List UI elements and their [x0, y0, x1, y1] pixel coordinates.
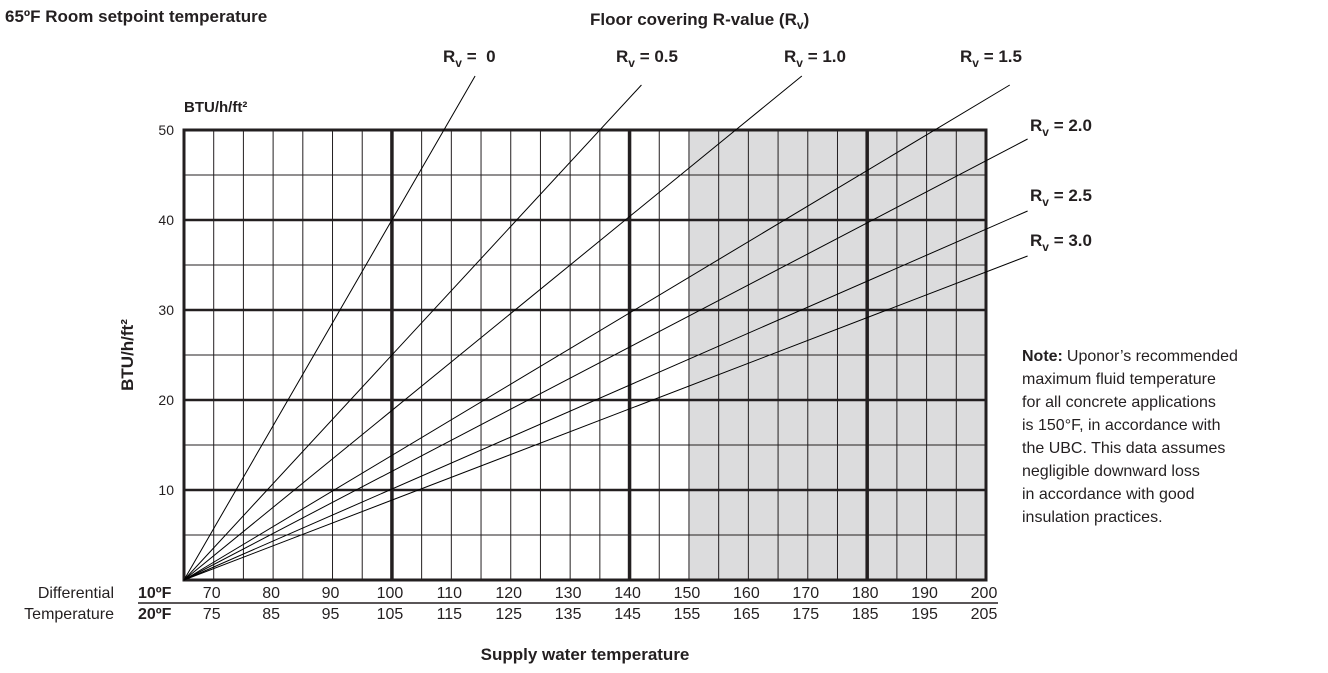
series-line	[183, 255, 1028, 581]
x2-tick-label: 175	[792, 606, 819, 623]
x-tick-label: 200	[971, 585, 998, 602]
x2-tick-label: 115	[437, 606, 463, 623]
y-tick-label: 50	[158, 122, 174, 138]
note-line: maximum fluid temperature	[1022, 371, 1216, 388]
note-line: Note: Uponor’s recommended	[1022, 348, 1238, 365]
note-line: negligible downward loss	[1022, 463, 1200, 480]
x-tick-label: 110	[437, 585, 463, 602]
note-line: in accordance with good	[1022, 486, 1195, 503]
note-text: Uponor’s recommended	[1067, 348, 1238, 365]
x-tick-label: 190	[911, 585, 938, 602]
series-label: Rv = 3.0	[1030, 231, 1092, 254]
row-name: 20ºF	[138, 606, 172, 623]
x-tick-label: 170	[792, 585, 819, 602]
series-label: Rv = 2.0	[1030, 116, 1092, 139]
x-tick-label: 100	[377, 585, 404, 602]
series-label: Rv = 2.5	[1030, 186, 1092, 209]
series-line	[183, 84, 642, 581]
x2-tick-label: 125	[495, 606, 522, 623]
x2-tick-label: 185	[852, 606, 879, 623]
x-tick-label: 80	[262, 585, 280, 602]
series-label: Rv = 0	[443, 47, 496, 70]
y-tick-label: 20	[158, 392, 174, 408]
x-tick-label: 70	[203, 585, 221, 602]
y-unit: BTU/h/ft²	[184, 99, 247, 116]
chart-title: 65ºF Room setpoint temperature	[5, 7, 267, 26]
x-tick-label: 180	[852, 585, 879, 602]
x-axis-label: Supply water temperature	[481, 645, 690, 664]
note-label: Note:	[1022, 348, 1063, 365]
y-tick-label: 10	[158, 482, 174, 498]
x2-tick-label: 75	[203, 606, 221, 623]
row-title: Temperature	[24, 606, 114, 623]
note-line: insulation practices.	[1022, 509, 1163, 526]
x2-tick-label: 155	[674, 606, 701, 623]
x2-tick-label: 205	[971, 606, 998, 623]
x-tick-label: 120	[495, 585, 522, 602]
series-line	[183, 75, 803, 581]
note-line: for all concrete applications	[1022, 394, 1216, 411]
y-tick-label: 30	[158, 302, 174, 318]
series-line	[183, 210, 1028, 581]
y-tick-label: 40	[158, 212, 174, 228]
row-name: 10ºF	[138, 585, 172, 602]
series-label: Rv = 1.0	[784, 47, 846, 70]
x-tick-label: 150	[674, 585, 701, 602]
x2-tick-label: 165	[733, 606, 760, 623]
x2-tick-label: 135	[555, 606, 582, 623]
x2-tick-label: 85	[262, 606, 280, 623]
series-label: Rv = 0.5	[616, 47, 678, 70]
y-axis-label: BTU/h/ft²	[118, 319, 137, 391]
series-label: Rv = 1.5	[960, 47, 1022, 70]
legend-title: Floor covering R-value (Rv)	[590, 10, 809, 32]
x-tick-label: 140	[614, 585, 641, 602]
x2-tick-label: 195	[911, 606, 938, 623]
plot-frame	[182, 128, 988, 582]
x-tick-label: 160	[733, 585, 760, 602]
x2-tick-label: 105	[377, 606, 404, 623]
note-line: the UBC. This data assumes	[1022, 440, 1225, 457]
series-line	[183, 75, 476, 581]
x-tick-label: 90	[322, 585, 340, 602]
x-tick-label: 130	[555, 585, 582, 602]
row-title: Differential	[38, 585, 114, 602]
note-line: is 150°F, in accordance with	[1022, 417, 1221, 434]
series-line	[183, 84, 1011, 581]
x2-tick-label: 95	[322, 606, 340, 623]
x2-tick-label: 145	[614, 606, 641, 623]
series-line	[183, 138, 1028, 581]
